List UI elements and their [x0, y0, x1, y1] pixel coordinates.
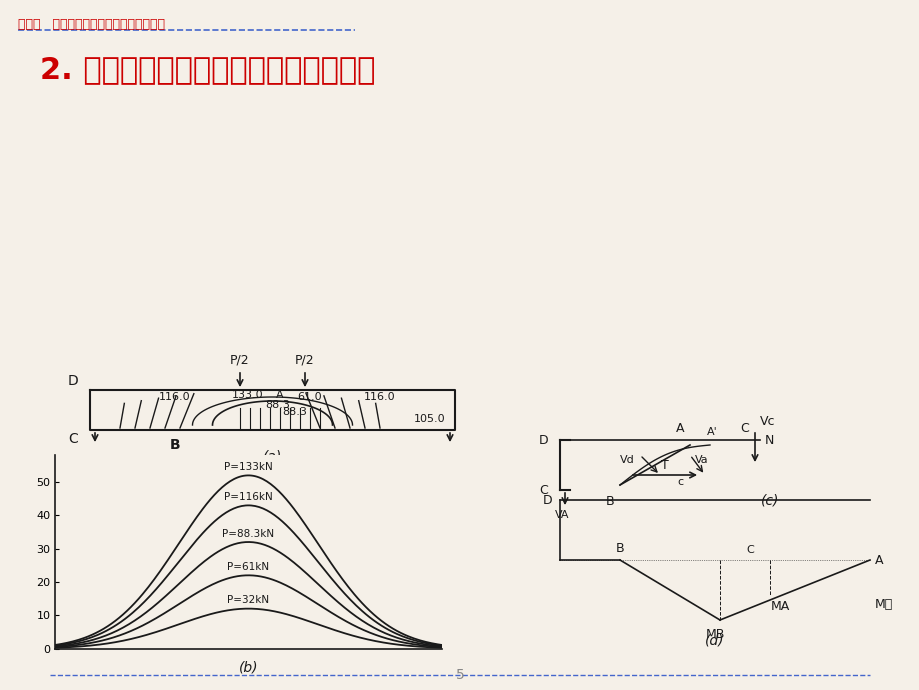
Text: B: B — [605, 495, 614, 508]
Text: Vd: Vd — [619, 455, 634, 465]
Text: D: D — [542, 493, 551, 506]
Text: M图: M图 — [874, 598, 892, 611]
Text: (d): (d) — [705, 634, 724, 648]
Text: 105.0: 105.0 — [414, 414, 446, 424]
Text: B: B — [615, 542, 624, 555]
Text: 5: 5 — [455, 668, 464, 682]
Text: N: N — [765, 433, 774, 446]
Text: Vc: Vc — [759, 415, 775, 428]
Text: P=32kN: P=32kN — [227, 595, 269, 605]
Text: (b): (b) — [238, 661, 258, 675]
Text: MA: MA — [769, 600, 789, 613]
Text: (c): (c) — [760, 494, 778, 508]
Text: 第四章   钢筋砼受弯构件斜截面承载力计算: 第四章 钢筋砼受弯构件斜截面承载力计算 — [18, 18, 165, 31]
Text: 2. 斜裂缝发生前后梁内应力状态的变化: 2. 斜裂缝发生前后梁内应力状态的变化 — [40, 55, 375, 84]
Text: P=116kN: P=116kN — [224, 492, 272, 502]
Text: 88.3: 88.3 — [282, 407, 307, 417]
Text: C: C — [745, 545, 753, 555]
Text: 116.0: 116.0 — [364, 392, 395, 402]
Text: P/2: P/2 — [230, 354, 250, 367]
Text: P=88.3kN: P=88.3kN — [222, 529, 274, 539]
Text: c: c — [676, 477, 682, 487]
Text: 116.0: 116.0 — [159, 392, 190, 402]
Text: D: D — [67, 374, 78, 388]
Text: C: C — [539, 484, 548, 497]
Text: P/2: P/2 — [295, 354, 314, 367]
Text: MB: MB — [705, 628, 724, 641]
Text: A: A — [874, 553, 882, 566]
Text: A: A — [675, 422, 684, 435]
Text: A: A — [275, 390, 283, 400]
Text: 133.0: 133.0 — [232, 390, 264, 400]
Text: C: C — [68, 432, 78, 446]
Text: B: B — [169, 438, 180, 452]
Text: 61.0: 61.0 — [298, 392, 322, 402]
Text: Va: Va — [694, 455, 708, 465]
Text: 88.3: 88.3 — [266, 400, 290, 410]
Text: C: C — [740, 422, 749, 435]
Text: T: T — [661, 459, 668, 472]
Text: VA: VA — [554, 510, 569, 520]
Text: (a): (a) — [263, 449, 282, 463]
Text: A': A' — [706, 427, 717, 437]
Text: D: D — [538, 433, 548, 446]
Text: P=133kN: P=133kN — [224, 462, 272, 472]
Text: P=61kN: P=61kN — [227, 562, 269, 572]
